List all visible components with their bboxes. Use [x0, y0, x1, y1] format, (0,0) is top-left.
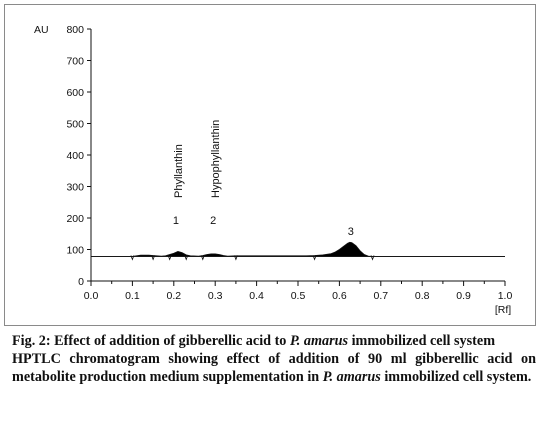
x-tick-label: 0.8: [415, 290, 430, 302]
x-tick-label: 0.3: [208, 290, 223, 302]
y-tick-label: 400: [66, 150, 84, 162]
x-tick-label: 0.7: [373, 290, 388, 302]
y-tick-label: 800: [66, 24, 84, 36]
peak-number-label: 2: [210, 215, 216, 227]
y-tick-label: 500: [66, 119, 84, 131]
hptlc-chart: 0 100 200 300 400 500 600 700 800 0.0 0.1 0.2 0.3 0.4…: [34, 24, 512, 316]
figure-caption: Fig. 2: Effect of addition of gibberelli…: [12, 332, 536, 386]
peak-number-label: 1: [173, 215, 179, 227]
y-tick-label: 200: [66, 213, 84, 225]
boundary-marker: [200, 255, 205, 261]
x-tick-label: 0.9: [456, 290, 471, 302]
y-tick-label: 0: [78, 276, 84, 288]
caption-title-text: Fig. 2: Effect of addition of gibberelli…: [12, 333, 290, 349]
y-tick-label: 300: [66, 182, 84, 194]
caption-title-suffix: immobilized cell system: [348, 333, 496, 349]
peak-labels: Phyllanthin 1 Hypophyllanthin 2 3: [173, 120, 354, 238]
x-tick-label: 0.1: [125, 290, 140, 302]
boundary-marker: [312, 255, 317, 261]
caption-body: HPTLC chromatogram showing effect of add…: [12, 350, 536, 386]
peak-name-label: Hypophyllanthin: [210, 120, 222, 198]
y-tick-label: 700: [66, 56, 84, 68]
x-tick-label: 0.6: [332, 290, 347, 302]
caption-body-text: HPTLC chromatogram showing effect of add…: [12, 351, 536, 385]
x-axis-label: [Rf]: [495, 304, 511, 316]
y-axis-label: AU: [34, 24, 49, 36]
caption-body-species: P. amarus: [322, 369, 381, 385]
chromatogram-marks: [91, 241, 505, 261]
y-tick-label: 100: [66, 245, 84, 257]
boundary-marker: [130, 255, 135, 261]
x-tick-label: 0.5: [291, 290, 306, 302]
peak-name-label: Phyllanthin: [173, 144, 185, 198]
caption-body-suffix: immobilized cell system.: [380, 369, 532, 385]
x-tick-label: 0.0: [84, 290, 99, 302]
caption-title: Fig. 2: Effect of addition of gibberelli…: [12, 332, 536, 350]
boundary-marker: [151, 255, 155, 261]
axes: 0 100 200 300 400 500 600 700 800 0.0 0.1 0.2 0.3 0.4…: [34, 24, 512, 316]
y-tick-label: 600: [66, 87, 84, 99]
boundary-marker: [167, 255, 172, 261]
boundary-marker: [370, 255, 375, 261]
x-tick-label: 1.0: [498, 290, 513, 302]
x-tick-label: 0.2: [166, 290, 181, 302]
boundary-marker: [234, 255, 238, 261]
chart-frame: [4, 4, 536, 326]
x-tick-label: 0.4: [249, 290, 264, 302]
peak-number-label: 3: [348, 226, 354, 238]
chromatogram-trace: [91, 241, 505, 257]
boundary-marker: [184, 255, 189, 261]
caption-title-species: P. amarus: [289, 333, 349, 349]
